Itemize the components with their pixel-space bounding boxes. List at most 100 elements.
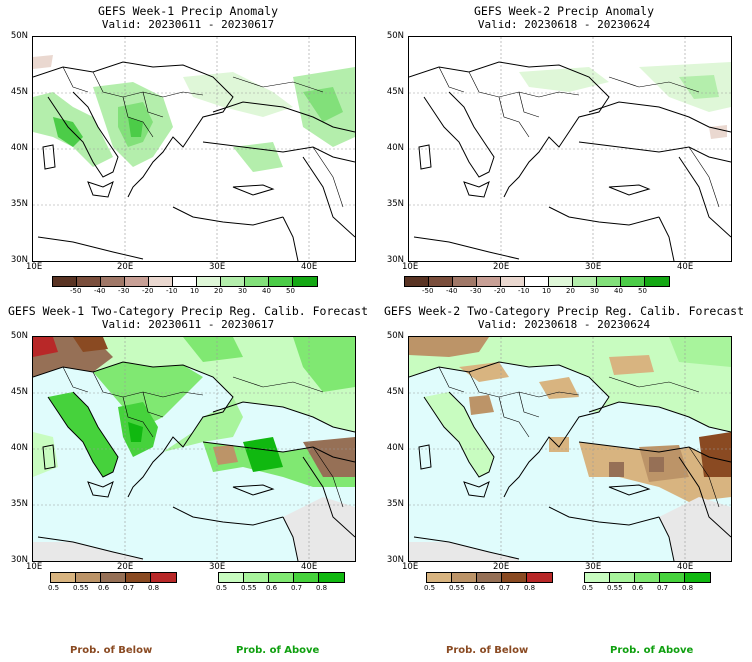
colorbar-swatch <box>53 277 77 286</box>
panel-valid-dates: Valid: 20230611 - 20230617 <box>101 318 275 331</box>
colorbar-swatch <box>219 573 244 582</box>
colorbar-swatch <box>245 277 269 286</box>
colorbar-tick-label: 0.55 <box>449 584 465 592</box>
lon-label: 10E <box>402 562 419 572</box>
colorbar-swatch <box>452 573 477 582</box>
colorbar-tick-label: -10 <box>518 287 530 295</box>
colorbar-tick-label: 0.6 <box>632 584 644 592</box>
colorbar-tick-label: 0.7 <box>499 584 511 592</box>
panel-title: GEFS Week-2 Precip Anomaly <box>473 4 654 18</box>
colorbar-tick-label: 0.6 <box>474 584 486 592</box>
colorbar-swatch <box>149 277 173 286</box>
lon-label: 40E <box>301 562 318 572</box>
panel-valid-dates: Valid: 20230618 - 20230624 <box>477 18 651 31</box>
colorbar-tick-label: -30 <box>118 287 130 295</box>
colorbar-tick-label: 0.8 <box>316 584 328 592</box>
lon-label: 40E <box>301 262 318 272</box>
coastlines <box>409 61 731 261</box>
colorbar-swatch <box>549 277 573 286</box>
colorbar-tick-label: 40 <box>262 287 271 295</box>
colorbar-swatch <box>477 277 501 286</box>
colorbar-tick-label: 0.8 <box>148 584 160 592</box>
colorbar-swatch <box>525 277 549 286</box>
above-colorbar <box>218 572 345 583</box>
colorbar-tick-label: 0.7 <box>291 584 303 592</box>
colorbar-tick-label: 0.55 <box>73 584 89 592</box>
prob-above-label: Prob. of Above <box>236 645 320 656</box>
lat-label: 35N <box>10 499 28 509</box>
colorbar-swatch <box>477 573 502 582</box>
colorbar-swatch <box>527 573 552 582</box>
lat-label: 45N <box>10 87 28 97</box>
colorbar-swatch <box>319 573 344 582</box>
coastlines <box>33 61 355 261</box>
lon-label: 30E <box>209 562 226 572</box>
lat-label: 50N <box>386 31 404 41</box>
lon-label: 10E <box>26 562 43 572</box>
panel-title: GEFS Week-1 Two-Category Precip Reg. Cal… <box>7 304 369 318</box>
panel-valid-dates: Valid: 20230618 - 20230624 <box>477 318 651 331</box>
colorbar-tick-label: 0.55 <box>241 584 257 592</box>
colorbar-swatch <box>573 277 597 286</box>
prob-below-label: Prob. of Below <box>446 645 529 656</box>
land-shading <box>33 337 355 561</box>
borders <box>438 66 720 208</box>
lat-label: 45N <box>386 87 404 97</box>
anomaly-map <box>408 36 732 262</box>
lat-label: 30N <box>386 255 404 265</box>
lon-label: 10E <box>26 262 43 272</box>
colorbar-tick-label: 0.7 <box>123 584 135 592</box>
probability-map <box>32 336 356 562</box>
lat-label: 50N <box>10 331 28 341</box>
lon-label: 20E <box>117 562 134 572</box>
colorbar-tick-label: 0.8 <box>682 584 694 592</box>
lat-label: 30N <box>10 555 28 565</box>
lat-label: 50N <box>386 331 404 341</box>
lat-label: 40N <box>10 443 28 453</box>
colorbar-swatch <box>244 573 269 582</box>
lat-label: 35N <box>10 199 28 209</box>
colorbar-tick-label: -40 <box>446 287 458 295</box>
colorbar-swatch <box>126 573 151 582</box>
colorbar-swatch <box>635 573 660 582</box>
colorbar-swatch <box>405 277 429 286</box>
anomaly-map <box>32 36 356 262</box>
anomaly-shading <box>33 55 355 172</box>
lon-label: 20E <box>493 562 510 572</box>
lat-label: 35N <box>386 199 404 209</box>
probability-map-svg <box>409 337 731 561</box>
lat-label: 30N <box>10 255 28 265</box>
colorbar-swatch <box>269 277 293 286</box>
panel-title: GEFS Week-1 Precip Anomaly <box>97 4 278 18</box>
lon-label: 30E <box>585 562 602 572</box>
colorbar-tick-label: 10 <box>190 287 199 295</box>
colorbar-tick-label: 40 <box>614 287 623 295</box>
borders <box>62 66 344 208</box>
colorbar-tick-label: 0.5 <box>424 584 436 592</box>
colorbar-swatch <box>685 573 710 582</box>
colorbar-swatch <box>453 277 477 286</box>
colorbar-swatch <box>621 277 645 286</box>
colorbar-swatch <box>502 573 527 582</box>
colorbar-tick-label: 50 <box>286 287 295 295</box>
lat-label: 40N <box>10 143 28 153</box>
colorbar-tick-label: 0.5 <box>582 584 594 592</box>
panel-week1-probability: GEFS Week-1 Two-Category Precip Reg. Cal… <box>0 300 376 662</box>
panel-valid-dates: Valid: 20230611 - 20230617 <box>101 18 275 31</box>
colorbar-swatch <box>585 573 610 582</box>
anomaly-map-svg <box>409 37 731 261</box>
colorbar-tick-label: -30 <box>470 287 482 295</box>
colorbar-swatch <box>197 277 221 286</box>
colorbar-tick-label: 20 <box>566 287 575 295</box>
probability-map-svg <box>33 337 355 561</box>
panel-week2-anomaly: GEFS Week-2 Precip Anomaly Valid: 202306… <box>376 0 752 300</box>
colorbar-tick-label: 50 <box>638 287 647 295</box>
lon-label: 30E <box>209 262 226 272</box>
colorbar-swatch <box>76 573 101 582</box>
colorbar-swatch <box>101 277 125 286</box>
colorbar-tick-label: 30 <box>238 287 247 295</box>
colorbar-tick-label: 0.6 <box>98 584 110 592</box>
lon-label: 40E <box>677 562 694 572</box>
colorbar-swatch <box>125 277 149 286</box>
colorbar-swatch <box>151 573 176 582</box>
